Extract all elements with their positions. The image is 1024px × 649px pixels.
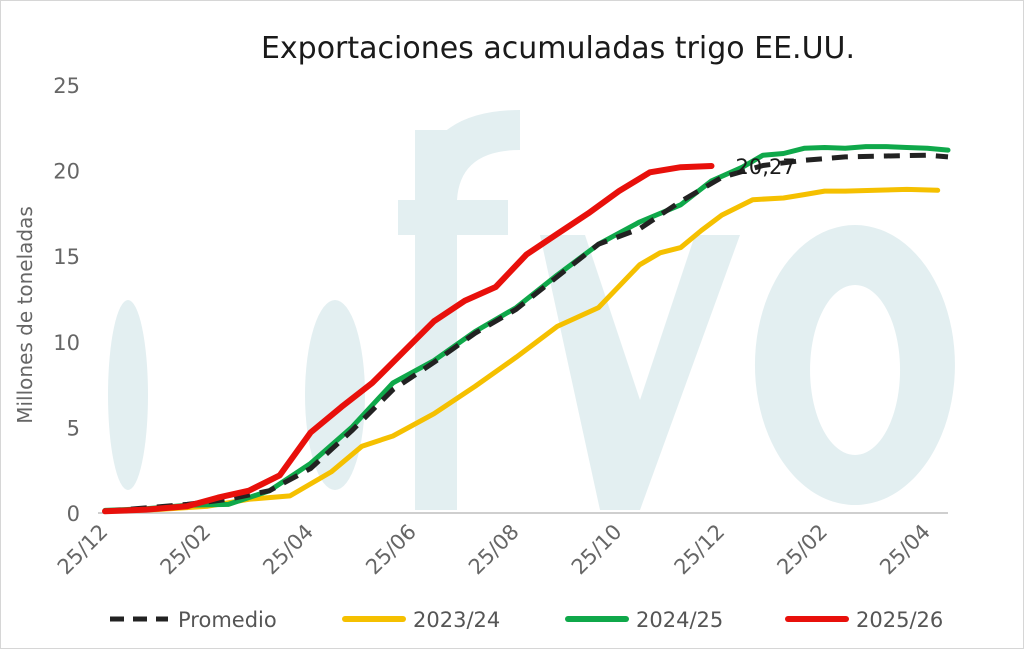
series-line-2025-26 [102,163,715,515]
x-tick-label: 25/10 [567,520,627,580]
x-tick-label: 25/12 [53,520,113,580]
x-tick-label: 25/04 [875,520,935,580]
x-tick-label: 25/04 [258,520,318,580]
series-layer [102,144,951,515]
legend-label: 2023/24 [413,608,500,632]
x-tick-label: 25/08 [464,520,524,580]
legend: Promedio 2023/24 2024/25 2025/26 [110,608,943,632]
y-tick-label: 0 [67,502,80,526]
y-axis-ticks: 0 5 10 15 20 25 [53,74,80,526]
watermark-logo [108,110,955,510]
x-tick-label: 25/12 [670,520,730,580]
data-label-last-value: 20,27 [736,155,796,179]
y-tick-label: 20 [53,160,80,184]
series-line-2023-24 [102,186,941,514]
chart-title: Exportaciones acumuladas trigo EE.UU. [261,31,855,66]
y-tick-label: 10 [53,331,80,355]
y-axis-label: Millones de toneladas [13,206,37,424]
legend-label: 2024/25 [636,608,723,632]
series-line-promedio [104,152,949,514]
x-tick-label: 25/02 [772,520,832,580]
y-tick-label: 15 [53,245,80,269]
y-tick-label: 25 [53,74,80,98]
legend-label: Promedio [178,608,277,632]
x-axis-ticks: 25/12 25/02 25/04 25/06 25/08 25/10 25/12 25/02… [53,520,935,580]
x-tick-label: 25/06 [361,520,421,580]
x-tick-label: 25/02 [156,520,216,580]
legend-label: 2025/26 [856,608,943,632]
y-tick-label: 5 [67,416,80,440]
